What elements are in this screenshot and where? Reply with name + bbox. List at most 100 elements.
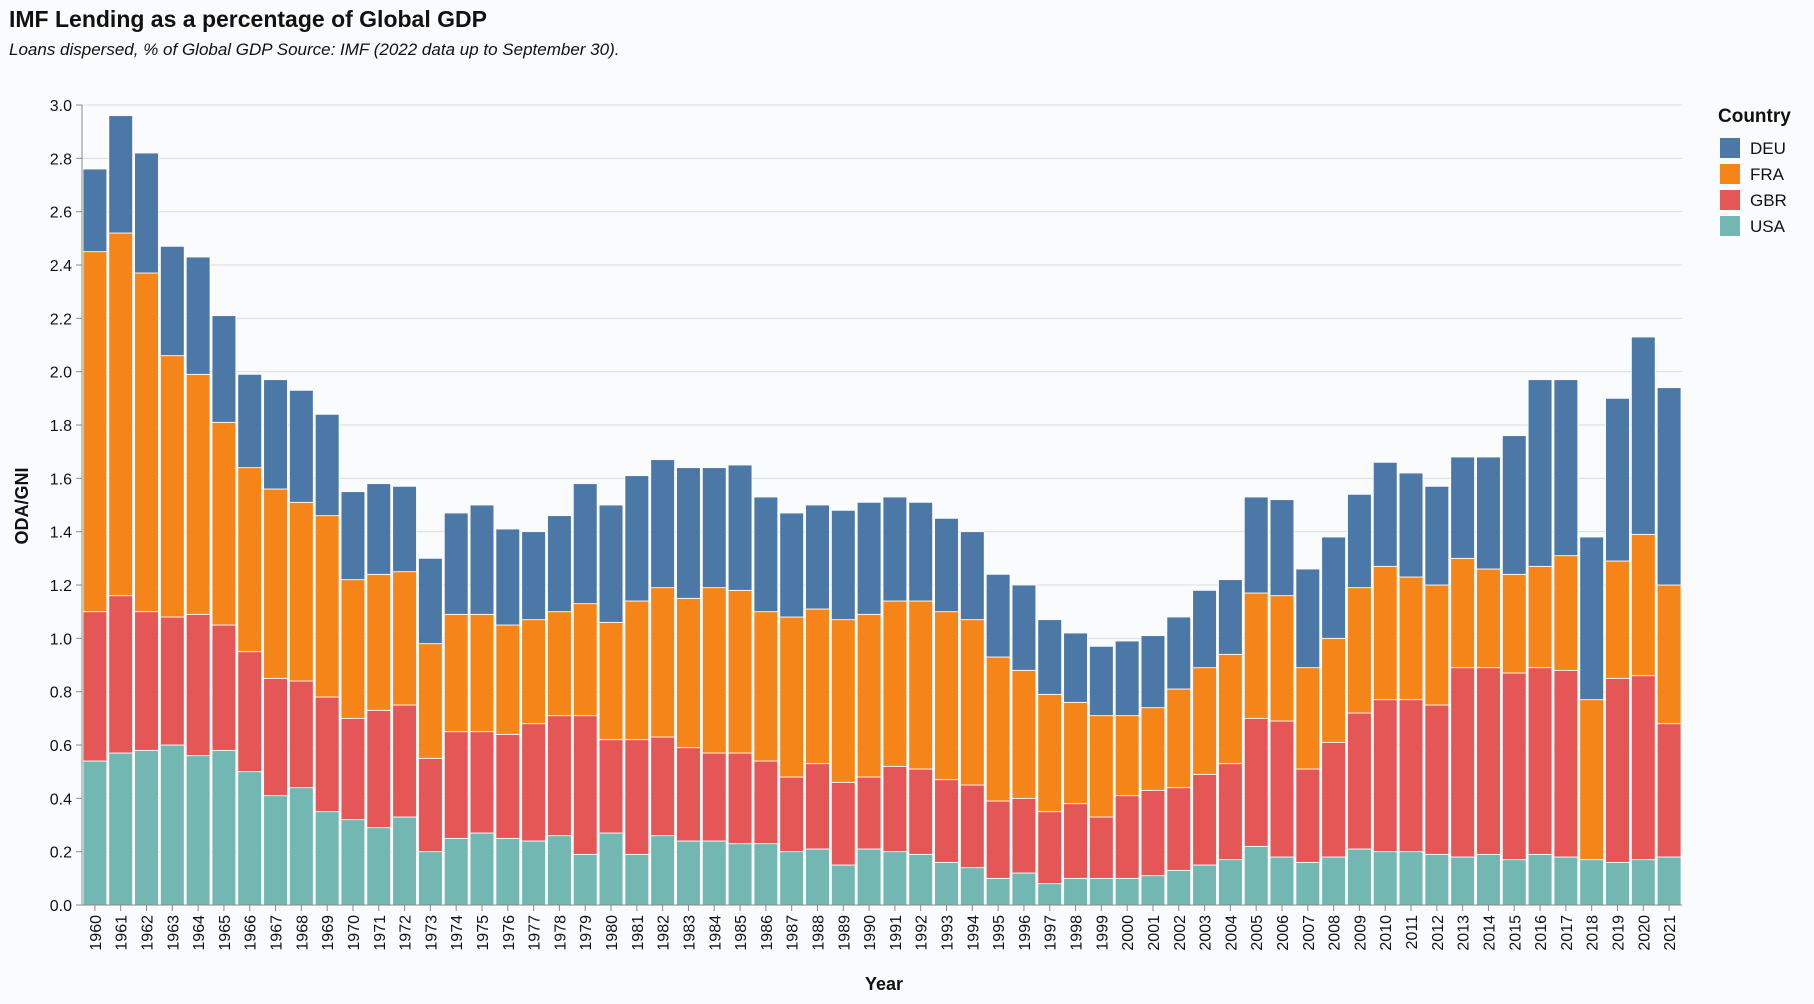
x-tick-label: 2019 bbox=[1610, 915, 1627, 951]
chart-title: IMF Lending as a percentage of Global GD… bbox=[9, 6, 487, 32]
bar-gbr-1984 bbox=[701, 752, 727, 842]
bar-usa-1997 bbox=[1037, 883, 1063, 906]
bar-fra-1971 bbox=[366, 573, 392, 711]
bar-usa-2012 bbox=[1424, 853, 1450, 906]
bar-fra-2002 bbox=[1166, 688, 1192, 789]
x-tick-label: 1960 bbox=[88, 915, 105, 951]
bar-usa-2004 bbox=[1218, 859, 1243, 906]
y-axis: 0.0 0.2 0.4 0.6 0.8 1.0 1.2 1.4 1.6 1.8 2.0 2.2 2.4 2… bbox=[50, 98, 83, 915]
y-tick-label: 2.8 bbox=[50, 151, 72, 168]
x-tick-label: 1964 bbox=[191, 915, 208, 951]
bar-usa-1987 bbox=[779, 851, 804, 906]
bar-usa-2018 bbox=[1579, 859, 1604, 906]
bar-deu-1980 bbox=[598, 504, 624, 623]
bar-usa-1998 bbox=[1063, 877, 1088, 906]
bar-gbr-1994 bbox=[960, 784, 985, 869]
bar-deu-2009 bbox=[1347, 493, 1372, 589]
x-tick-label: 1986 bbox=[759, 915, 776, 951]
x-tick-label: 1961 bbox=[114, 915, 131, 951]
bar-usa-2020 bbox=[1630, 859, 1656, 906]
bar-fra-1997 bbox=[1037, 693, 1063, 813]
bar-usa-1981 bbox=[624, 853, 650, 906]
x-tick-label: 1997 bbox=[1043, 915, 1060, 951]
x-tick-label: 1978 bbox=[552, 915, 569, 951]
bar-gbr-2010 bbox=[1372, 699, 1398, 853]
bar-fra-1995 bbox=[985, 656, 1011, 802]
bar-gbr-2009 bbox=[1347, 712, 1372, 850]
bar-deu-1989 bbox=[830, 509, 856, 621]
bar-fra-2016 bbox=[1527, 565, 1553, 669]
bar-usa-1966 bbox=[237, 771, 263, 906]
bar-gbr-2011 bbox=[1398, 699, 1424, 853]
bar-deu-1977 bbox=[521, 531, 546, 621]
bar-deu-1987 bbox=[779, 512, 804, 618]
bar-usa-2005 bbox=[1243, 845, 1269, 906]
bar-fra-1984 bbox=[701, 587, 727, 754]
bar-gbr-1964 bbox=[185, 613, 211, 757]
bar-gbr-1961 bbox=[108, 595, 134, 754]
bar-usa-1969 bbox=[314, 811, 340, 906]
bar-gbr-1960 bbox=[82, 611, 108, 762]
y-tick-label: 0.4 bbox=[50, 791, 72, 808]
bar-deu-2003 bbox=[1192, 589, 1217, 669]
legend-swatch-fra bbox=[1720, 164, 1740, 184]
bar-deu-1972 bbox=[392, 485, 417, 573]
bar-usa-1961 bbox=[108, 752, 134, 906]
x-tick-label: 2000 bbox=[1120, 915, 1137, 951]
bar-deu-1995 bbox=[985, 573, 1011, 658]
x-tick-label: 2011 bbox=[1404, 915, 1421, 950]
bar-deu-1996 bbox=[1011, 584, 1037, 671]
bar-gbr-1993 bbox=[934, 779, 959, 863]
bar-usa-2016 bbox=[1527, 853, 1553, 906]
bar-gbr-2021 bbox=[1656, 723, 1682, 858]
bar-usa-1973 bbox=[418, 851, 443, 906]
bar-deu-1982 bbox=[650, 459, 675, 589]
bar-usa-1970 bbox=[340, 819, 366, 906]
y-tick-label: 1.0 bbox=[50, 631, 72, 648]
y-tick-label: 2.0 bbox=[50, 365, 72, 382]
x-axis: 1960 1961 1962 1963 1964 1965 1966 1967 1968 1969… bbox=[82, 904, 1682, 951]
bar-fra-2006 bbox=[1269, 595, 1295, 722]
bar-deu-1974 bbox=[443, 512, 469, 615]
bar-usa-2000 bbox=[1114, 877, 1140, 906]
bar-gbr-1977 bbox=[521, 723, 546, 842]
bar-usa-1984 bbox=[701, 840, 727, 906]
bar-fra-1989 bbox=[830, 619, 856, 783]
bar-usa-2019 bbox=[1605, 861, 1630, 906]
bar-usa-1979 bbox=[572, 853, 598, 906]
bar-deu-1964 bbox=[185, 256, 211, 375]
bar-usa-1964 bbox=[185, 755, 211, 906]
bar-fra-2011 bbox=[1398, 576, 1424, 701]
bar-gbr-2001 bbox=[1140, 789, 1166, 877]
legend-label-usa: USA bbox=[1750, 217, 1786, 236]
bar-deu-1994 bbox=[960, 531, 985, 621]
x-tick-label: 1977 bbox=[527, 915, 544, 951]
bar-fra-1966 bbox=[237, 467, 263, 653]
bar-fra-2009 bbox=[1347, 587, 1372, 714]
x-tick-label: 2004 bbox=[1223, 915, 1240, 951]
bar-usa-2007 bbox=[1295, 861, 1321, 906]
x-tick-label: 2010 bbox=[1378, 915, 1395, 951]
bar-usa-1968 bbox=[289, 787, 314, 906]
bar-gbr-2020 bbox=[1630, 675, 1656, 861]
bar-deu-1991 bbox=[882, 496, 908, 602]
x-tick-label: 1972 bbox=[398, 915, 415, 951]
bar-deu-2013 bbox=[1450, 456, 1475, 559]
bar-deu-1970 bbox=[340, 491, 366, 581]
x-tick-label: 1996 bbox=[1017, 915, 1034, 951]
bar-usa-1967 bbox=[263, 795, 288, 906]
bar-usa-2017 bbox=[1553, 856, 1579, 906]
bar-usa-2015 bbox=[1501, 859, 1527, 906]
x-tick-label: 1991 bbox=[888, 915, 905, 951]
x-tick-label: 2008 bbox=[1327, 915, 1344, 951]
x-tick-label: 1998 bbox=[1069, 915, 1086, 951]
x-tick-label: 1975 bbox=[475, 915, 492, 951]
bar-fra-2014 bbox=[1476, 568, 1501, 669]
bar-fra-1970 bbox=[340, 579, 366, 719]
bar-gbr-1975 bbox=[469, 731, 495, 834]
x-tick-label: 1967 bbox=[269, 915, 286, 951]
bar-gbr-1974 bbox=[443, 731, 469, 839]
bar-deu-1997 bbox=[1037, 619, 1063, 695]
bar-fra-1987 bbox=[779, 616, 804, 778]
bar-deu-1984 bbox=[701, 467, 727, 589]
